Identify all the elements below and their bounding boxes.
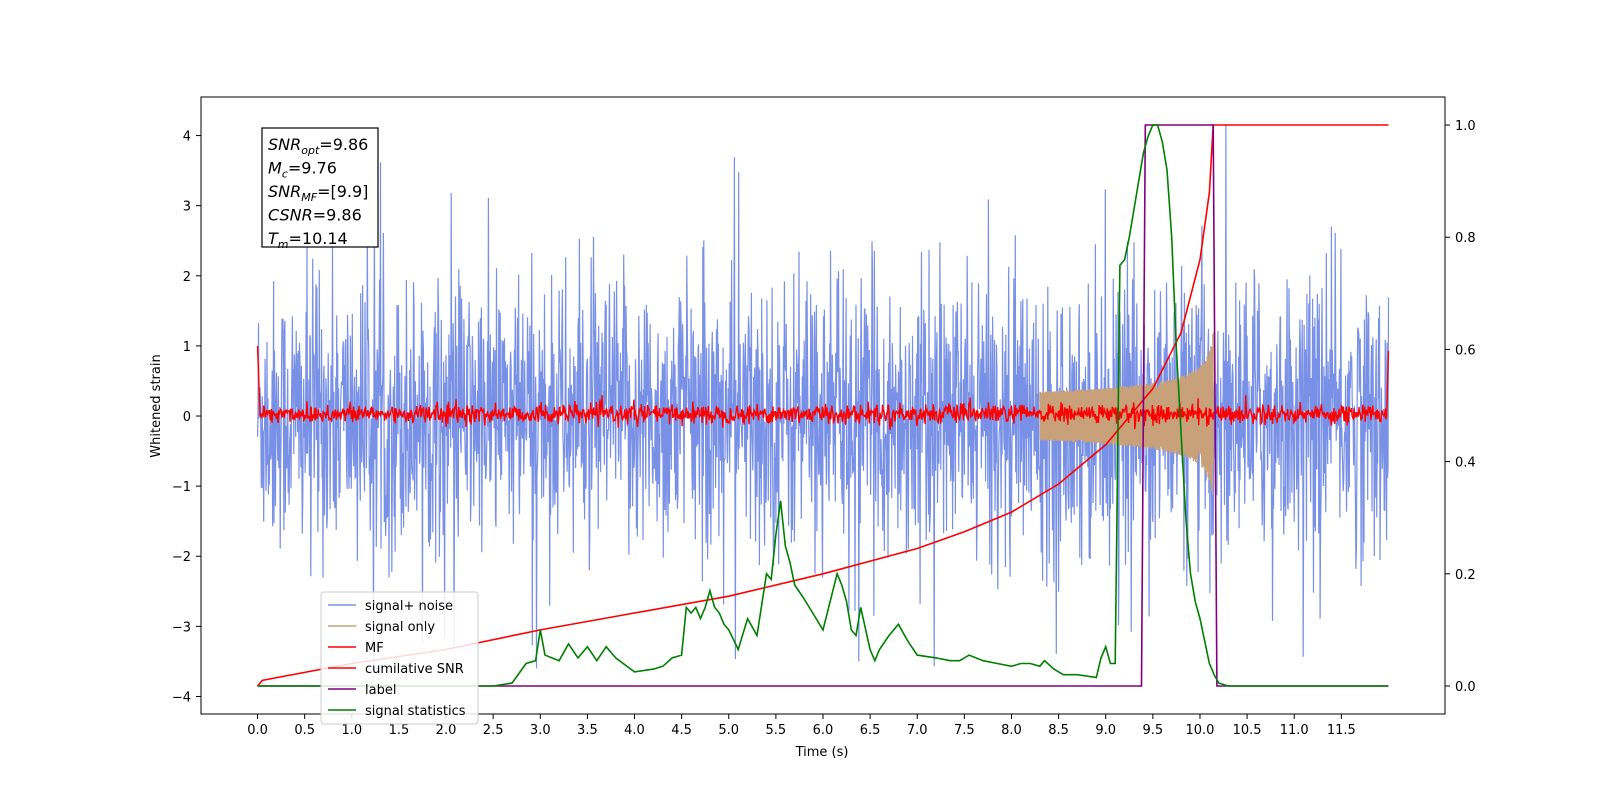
legend-entry: signal+ noise xyxy=(365,599,453,614)
x-tick-label: 7.0 xyxy=(907,723,928,738)
y-right-tick-label: 0.8 xyxy=(1455,231,1476,246)
legend-entry: signal only xyxy=(365,620,435,635)
info-box-line: SNRMF=[9.9] xyxy=(268,182,368,204)
signal-statistics-line xyxy=(257,124,1389,687)
y-tick-label: 1 xyxy=(183,340,191,355)
info-box-line: SNRopt=9.86 xyxy=(268,135,368,157)
y-tick-label: −4 xyxy=(172,690,191,705)
signal-only-line xyxy=(1039,332,1214,495)
y-tick-label: 2 xyxy=(183,270,191,285)
info-box-line: CSNR=9.86 xyxy=(268,206,362,225)
x-tick-label: 7.5 xyxy=(954,723,975,738)
y-right-tick-label: 1.0 xyxy=(1455,119,1476,134)
x-tick-label: 4.0 xyxy=(624,723,645,738)
mf-line xyxy=(256,345,1390,431)
legend-entry: label xyxy=(365,683,396,698)
x-tick-label: 11.0 xyxy=(1280,723,1309,738)
x-tick-label: 0.5 xyxy=(294,723,315,738)
y-right-tick-label: 0.4 xyxy=(1455,456,1476,471)
x-tick-label: 10.0 xyxy=(1185,723,1214,738)
y-right-tick-label: 0.2 xyxy=(1455,568,1476,583)
y-right-tick-label: 0.0 xyxy=(1455,680,1476,695)
x-tick-label: 10.5 xyxy=(1233,723,1262,738)
info-box-line: Mc=9.76 xyxy=(268,159,337,181)
info-box-frame xyxy=(261,127,379,248)
x-tick-label: 3.0 xyxy=(530,723,551,738)
legend-entry: cumilative SNR xyxy=(365,662,464,677)
y-tick-label: 3 xyxy=(183,200,191,215)
info-box-line: Tm=10.14 xyxy=(268,229,348,251)
x-tick-label: 3.5 xyxy=(577,723,598,738)
x-tick-label: 6.5 xyxy=(860,723,881,738)
x-tick-label: 11.5 xyxy=(1327,723,1356,738)
x-axis: 0.0 0.5 1.0 1.5 2.0 2.5 3.0 3.5 4.0 4.5 5.0 5.5 6.0 6… xyxy=(247,714,1356,738)
x-tick-label: 1.0 xyxy=(341,723,362,738)
y-tick-label: −2 xyxy=(172,550,191,565)
x-tick-label: 2.0 xyxy=(436,723,457,738)
x-tick-label: 6.0 xyxy=(813,723,834,738)
legend-entry: MF xyxy=(365,641,384,656)
x-tick-label: 0.0 xyxy=(247,723,268,738)
y-axis-right: 1.0 0.8 0.6 0.4 0.2 0.0 xyxy=(1445,119,1476,695)
x-tick-label: 4.5 xyxy=(671,723,692,738)
legend: signal+ noise signal only MF cumilative SNR… xyxy=(320,591,479,725)
x-tick-label: 9.5 xyxy=(1143,723,1164,738)
x-tick-label: 5.0 xyxy=(718,723,739,738)
y-tick-label: −1 xyxy=(172,480,191,495)
legend-frame xyxy=(320,591,479,725)
y-axis-label: Whitened strain xyxy=(149,354,164,457)
legend-entry: signal statistics xyxy=(365,704,466,719)
y-tick-label: −3 xyxy=(172,620,191,635)
y-axis-left: 4 3 2 1 0 −1 −2 −3 −4 xyxy=(172,130,201,705)
y-tick-label: 0 xyxy=(183,410,191,425)
x-axis-label: Time (s) xyxy=(795,745,849,760)
x-tick-label: 9.0 xyxy=(1095,723,1116,738)
x-tick-label: 8.0 xyxy=(1001,723,1022,738)
y-tick-label: 4 xyxy=(183,130,191,145)
x-tick-label: 2.5 xyxy=(483,723,504,738)
x-tick-label: 8.5 xyxy=(1048,723,1069,738)
x-tick-label: 1.5 xyxy=(389,723,410,738)
x-tick-label: 5.5 xyxy=(766,723,787,738)
y-right-tick-label: 0.6 xyxy=(1455,343,1476,358)
